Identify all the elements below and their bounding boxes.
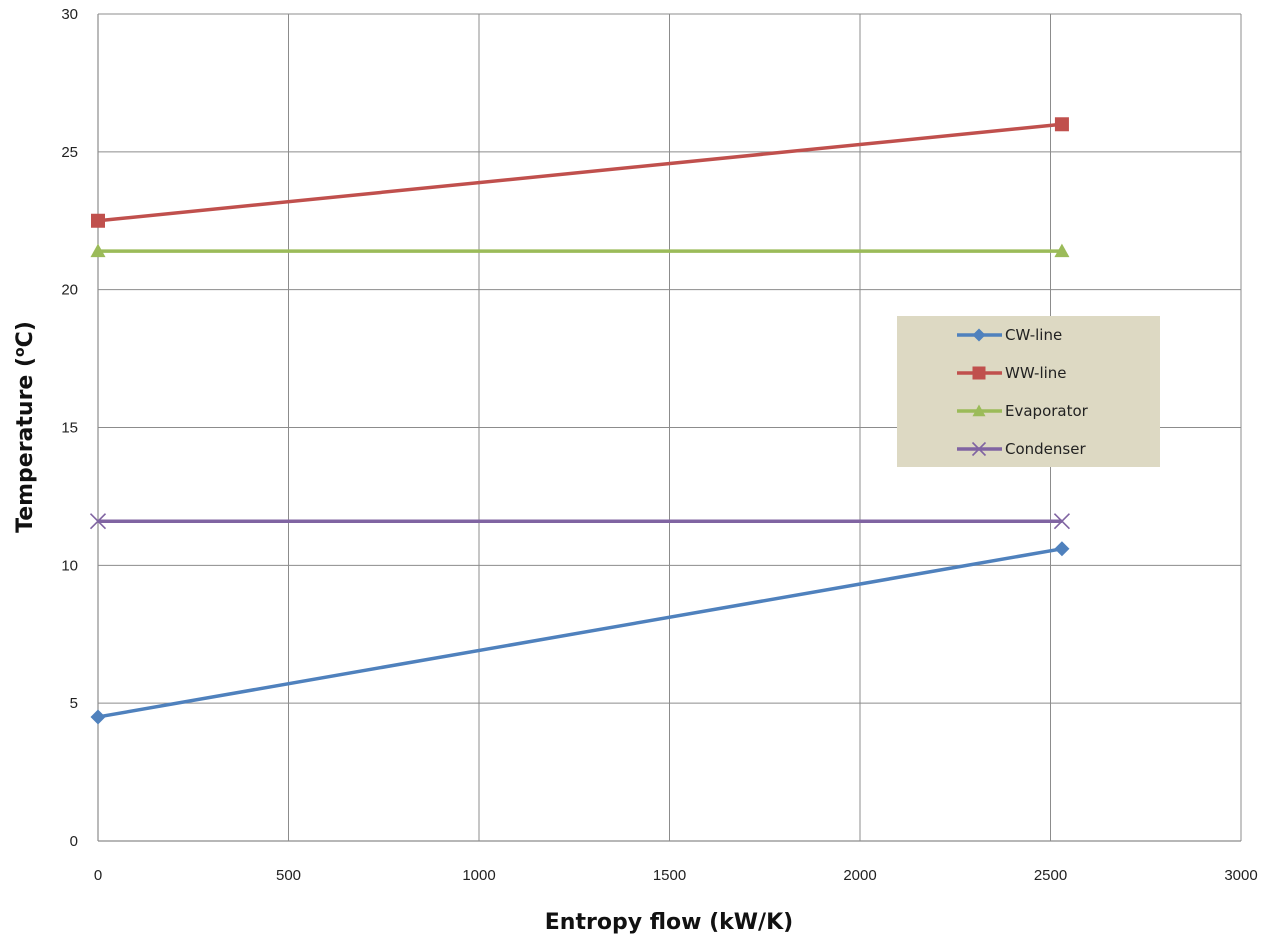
tick-labels: 0 500 1000 1500 2000 2500 3000 0 5 10 15 20 25 30 (61, 6, 1257, 884)
x-tick-label: 2500 (1034, 867, 1067, 884)
y-axis-title-suffix: C) (13, 321, 38, 347)
x-tick-label: 1000 (462, 867, 495, 884)
y-tick-label: 5 (70, 695, 78, 712)
x-marker (971, 441, 987, 457)
legend: CW-line WW-line Evaporator Condenser (897, 316, 1160, 467)
x-tick-label: 2000 (843, 867, 876, 884)
diamond-marker (1054, 541, 1070, 557)
square-marker (91, 213, 105, 228)
triangle-marker (1054, 243, 1070, 258)
x-tick-label: 1500 (653, 867, 686, 884)
legend-label: Evaporator (1005, 402, 1089, 420)
series-line (97, 122, 1063, 223)
y-axis-title-prefix: Temperature ( (13, 357, 38, 533)
series-ww-line (91, 117, 1069, 228)
x-tick-label: 500 (276, 867, 301, 884)
y-tick-label: 30 (61, 6, 78, 23)
legend-label: Condenser (1005, 440, 1086, 458)
square-marker (1054, 117, 1069, 132)
y-tick-label: 20 (61, 282, 78, 299)
legend-label: WW-line (1005, 364, 1067, 382)
legend-item: Condenser (957, 440, 1086, 458)
y-axis-title-superscript: o (12, 347, 28, 357)
x-axis-title: Entropy flow (kW/K) (545, 910, 793, 935)
legend-box (897, 316, 1160, 467)
triangle-marker (972, 404, 986, 417)
axes (97, 14, 1241, 842)
series-cw-line (90, 541, 1070, 725)
series-evaporator (90, 243, 1070, 258)
y-axis-title: Temperature (oC) (12, 321, 38, 533)
x-tick-label: 3000 (1224, 867, 1257, 884)
series-line (97, 547, 1063, 719)
series-layer (89, 117, 1070, 725)
diamond-marker (90, 709, 106, 725)
y-tick-label: 15 (61, 420, 78, 437)
legend-item: WW-line (957, 364, 1067, 382)
square-marker (972, 366, 986, 380)
diamond-marker (972, 328, 986, 342)
y-tick-label: 10 (61, 557, 78, 574)
legend-label: CW-line (1005, 326, 1062, 344)
x-marker (89, 513, 107, 530)
series-condenser (89, 513, 1070, 530)
y-tick-label: 0 (70, 833, 78, 850)
legend-item: Evaporator (957, 402, 1089, 420)
x-tick-label: 0 (94, 867, 102, 884)
legend-item: CW-line (957, 326, 1062, 344)
x-marker (1053, 513, 1070, 530)
triangle-marker (90, 243, 106, 258)
y-tick-label: 25 (61, 144, 78, 161)
